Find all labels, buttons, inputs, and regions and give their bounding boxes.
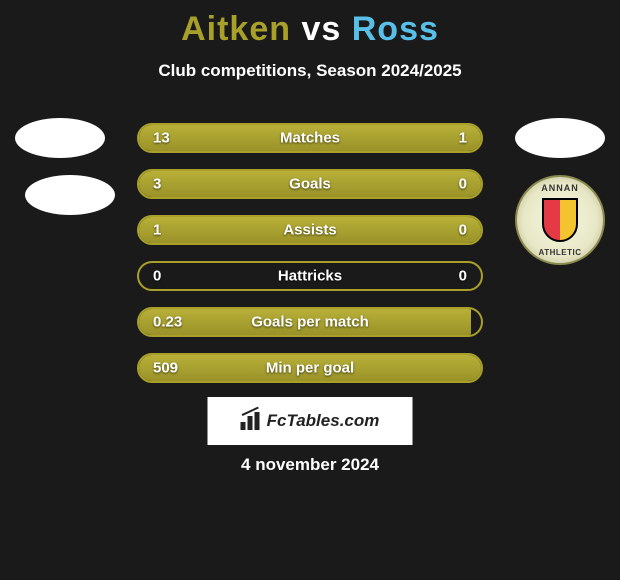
shield-icon xyxy=(542,198,578,242)
bar-label: Assists xyxy=(283,222,336,239)
avatar-placeholder-icon xyxy=(515,118,605,158)
player2-club-badge: ANNAN ATHLETIC xyxy=(515,175,605,265)
bar-row: 0 0 Hattricks xyxy=(137,261,483,291)
bar-row: 1 0 Assists xyxy=(137,215,483,245)
bar-value-left: 509 xyxy=(153,360,178,377)
brand-box: FcTables.com xyxy=(208,397,413,445)
bar-value-left: 0.23 xyxy=(153,314,182,331)
bar-label: Matches xyxy=(280,130,340,147)
avatar-placeholder-icon xyxy=(15,118,105,158)
bar-value-right: 1 xyxy=(459,130,467,147)
bar-value-right: 0 xyxy=(459,268,467,285)
bar-row: 13 1 Matches xyxy=(137,123,483,153)
player2-name: Ross xyxy=(352,10,439,48)
bar-value-right: 0 xyxy=(459,176,467,193)
page-title: Aitken vs Ross xyxy=(0,0,620,49)
player1-club-badge xyxy=(25,175,115,215)
player1-name: Aitken xyxy=(181,10,291,48)
badge-top-text: ANNAN xyxy=(541,183,579,193)
bar-row: 509 Min per goal xyxy=(137,353,483,383)
bar-row: 0.23 Goals per match xyxy=(137,307,483,337)
bar-value-left: 1 xyxy=(153,222,161,239)
bar-fill-left xyxy=(139,125,399,151)
bar-label: Goals xyxy=(289,176,331,193)
bar-label: Goals per match xyxy=(251,314,369,331)
bar-value-left: 0 xyxy=(153,268,161,285)
bar-row: 3 0 Goals xyxy=(137,169,483,199)
date-text: 4 november 2024 xyxy=(241,455,379,475)
bar-value-left: 3 xyxy=(153,176,161,193)
badge-bottom-text: ATHLETIC xyxy=(539,248,582,257)
bar-label: Min per goal xyxy=(266,360,354,377)
bar-value-right: 0 xyxy=(459,222,467,239)
comparison-bars: 13 1 Matches 3 0 Goals 1 0 Assists 0 0 Hattricks 0.2… xyxy=(137,123,483,399)
bar-label: Hattricks xyxy=(278,268,342,285)
bar-value-left: 13 xyxy=(153,130,170,147)
vs-word: vs xyxy=(301,10,341,48)
brand-text: FcTables.com xyxy=(267,411,380,431)
bar-fill-right xyxy=(399,125,481,151)
subtitle: Club competitions, Season 2024/2025 xyxy=(0,61,620,81)
bars-icon xyxy=(241,412,263,430)
